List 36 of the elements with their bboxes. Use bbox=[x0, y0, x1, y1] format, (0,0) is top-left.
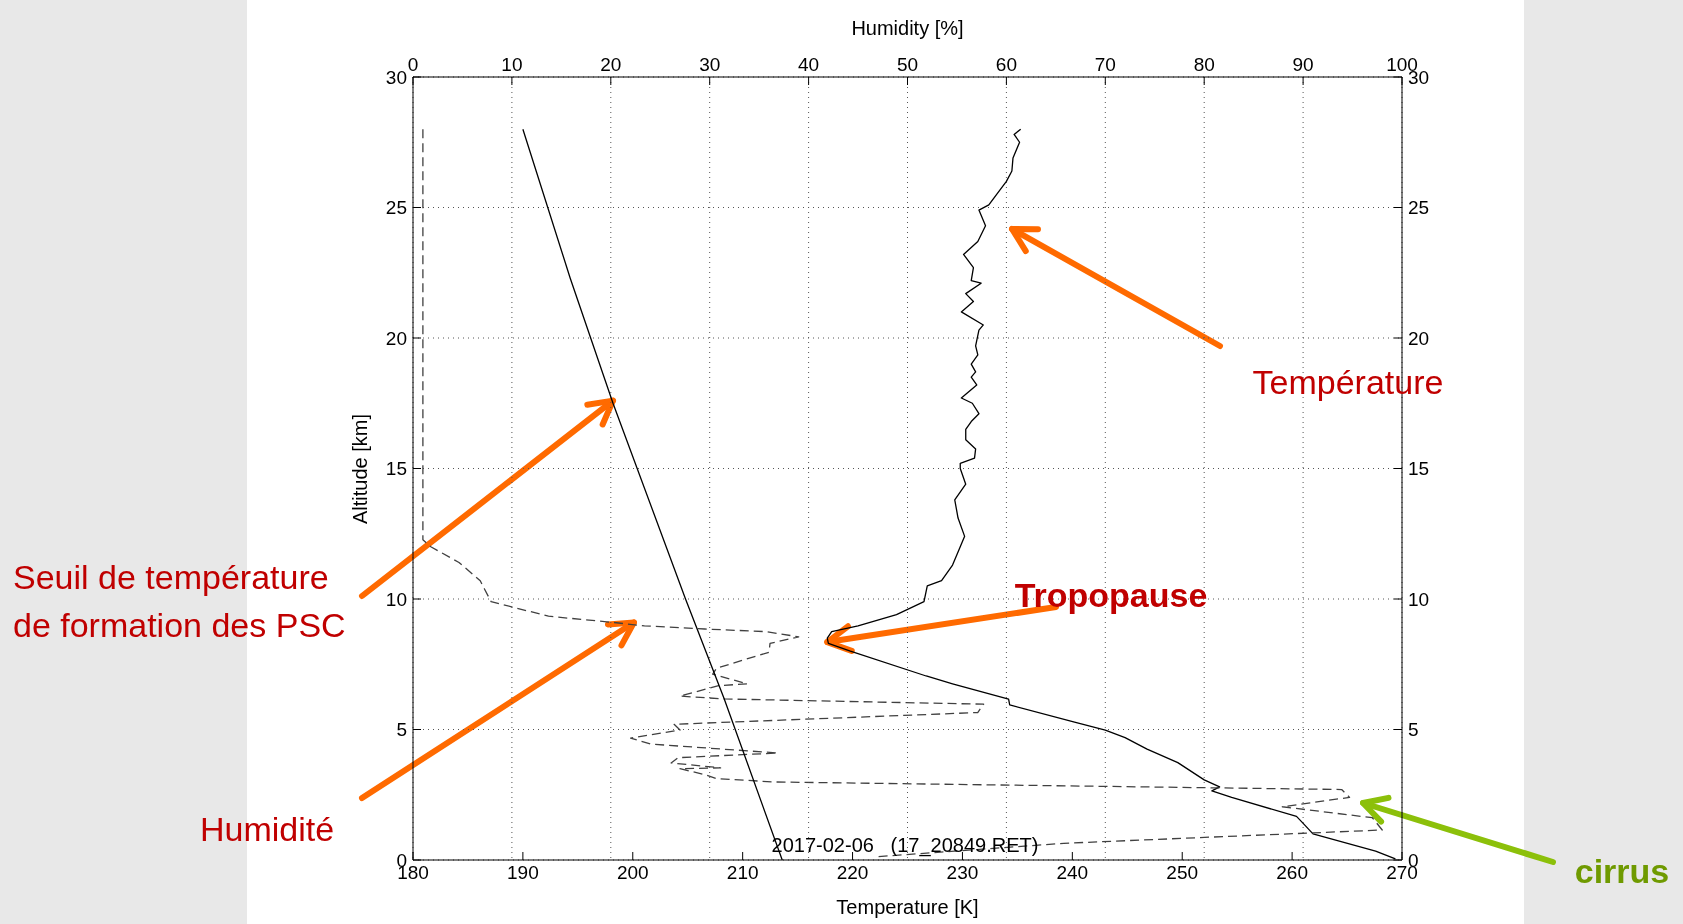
x2-tick-label: 90 bbox=[1292, 54, 1314, 75]
y2-tick-label: 25 bbox=[1408, 197, 1430, 219]
x2-axis-title: Humidity [%] bbox=[851, 16, 964, 40]
x2-tick-label: 20 bbox=[600, 54, 622, 75]
x-tick-label: 260 bbox=[1276, 862, 1308, 884]
y2-tick-label: 15 bbox=[1408, 458, 1430, 480]
y-tick-label: 10 bbox=[385, 588, 407, 610]
x2-tick-label: 80 bbox=[1193, 54, 1215, 75]
x2-tick-label: 10 bbox=[501, 54, 523, 75]
y2-tick-label: 20 bbox=[1408, 327, 1430, 349]
x2-tick-label: 50 bbox=[896, 54, 919, 75]
annotation: Température bbox=[1252, 362, 1444, 404]
x-tick-label: 240 bbox=[1056, 862, 1089, 884]
x2-tick-label: 70 bbox=[1094, 54, 1116, 75]
y-tick-label: 25 bbox=[385, 197, 407, 219]
x-tick-label: 210 bbox=[726, 862, 759, 884]
y2-tick-label: 10 bbox=[1408, 588, 1430, 610]
annotation: Seuil de température de formation des PSC bbox=[13, 557, 346, 646]
y-tick-label: 20 bbox=[385, 327, 407, 349]
x-tick-label: 220 bbox=[836, 862, 869, 884]
y-tick-label: 5 bbox=[396, 719, 407, 741]
y2-tick-label: 5 bbox=[1408, 719, 1419, 741]
y-axis-title: Altitude [km] bbox=[348, 413, 372, 524]
x2-tick-label: 40 bbox=[798, 54, 820, 75]
x-tick-label: 250 bbox=[1166, 862, 1199, 884]
y-tick-label: 30 bbox=[385, 66, 407, 88]
x-tick-label: 190 bbox=[507, 862, 539, 884]
text: cirrus bbox=[1574, 851, 1670, 893]
annotation: Tropopause bbox=[1014, 575, 1208, 617]
x-tick-label: 230 bbox=[946, 862, 979, 884]
x-tick-label: 200 bbox=[616, 862, 649, 884]
y-tick-label: 15 bbox=[385, 458, 407, 480]
x2-tick-label: 30 bbox=[699, 54, 721, 75]
x2-tick-label: 60 bbox=[995, 54, 1017, 75]
annotation: Humidité bbox=[199, 809, 335, 851]
x-axis-title: Temperature [K] bbox=[836, 895, 979, 919]
